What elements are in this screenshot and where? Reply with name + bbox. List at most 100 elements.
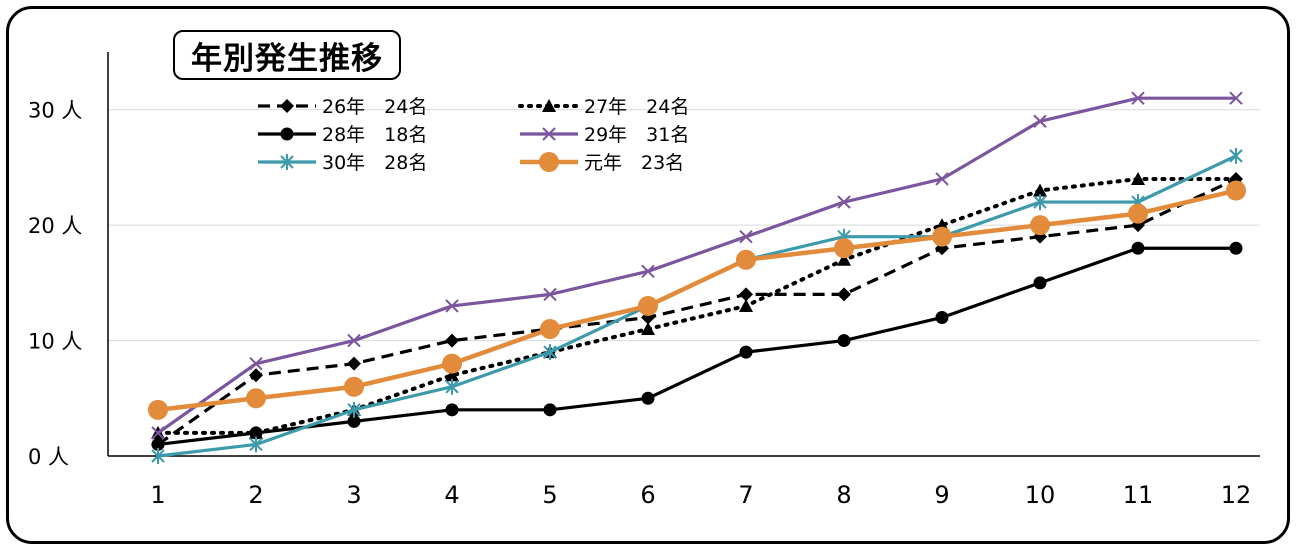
data-point <box>246 388 266 409</box>
data-point <box>543 344 557 361</box>
data-point <box>837 334 851 348</box>
data-point <box>1033 194 1047 211</box>
data-point <box>1033 183 1047 197</box>
series-circle <box>151 241 1243 451</box>
series-lines <box>148 91 1246 464</box>
data-point <box>1131 241 1145 255</box>
x-tick-label: 2 <box>248 481 263 509</box>
gridlines <box>108 109 1260 342</box>
chart-title: 年別発生推移 <box>191 40 383 77</box>
x-tick-label: 5 <box>542 481 557 509</box>
series-line <box>157 188 1237 413</box>
x-tick-label: 3 <box>346 481 361 509</box>
series-bigcircle <box>148 180 1246 420</box>
data-point <box>347 356 361 371</box>
data-point <box>837 287 851 302</box>
data-point <box>442 353 462 374</box>
legend-item: 28年 18名 <box>258 124 427 146</box>
series-line <box>157 177 1237 446</box>
y-tick-label: 0 人 <box>28 445 69 469</box>
data-point <box>1033 276 1047 290</box>
chart-frame <box>6 6 1290 544</box>
data-point <box>151 437 165 451</box>
data-point <box>445 378 459 395</box>
data-point <box>445 403 459 417</box>
data-point <box>344 376 364 397</box>
series-diamond <box>151 171 1243 452</box>
marker-stroke <box>1131 91 1145 105</box>
data-point <box>148 399 168 420</box>
data-point <box>1131 91 1145 105</box>
marker-stroke <box>543 287 557 302</box>
marker-stroke <box>249 356 263 371</box>
marker-stroke <box>445 299 459 313</box>
data-point <box>1229 241 1243 255</box>
data-point <box>347 333 361 348</box>
y-tick-label: 20 人 <box>28 214 82 238</box>
data-point <box>151 426 165 440</box>
x-tick-label: 8 <box>836 481 851 509</box>
data-point <box>932 226 952 247</box>
data-point <box>542 99 556 112</box>
marker-stroke <box>542 127 556 141</box>
data-point <box>1128 203 1148 224</box>
data-point <box>249 356 263 371</box>
series-star <box>151 147 1243 464</box>
series-triangle <box>151 171 1243 439</box>
legend-label: 27年 24名 <box>584 96 689 118</box>
marker-stroke <box>1229 91 1243 105</box>
legend-label: 29年 31名 <box>584 124 689 146</box>
data-point <box>445 368 459 382</box>
data-point <box>834 238 854 259</box>
data-point <box>739 287 753 302</box>
x-tick-label: 1 <box>150 481 165 509</box>
data-point <box>445 333 459 348</box>
x-tick-label: 10 <box>1025 481 1056 509</box>
data-point <box>736 249 756 270</box>
data-point <box>539 152 559 172</box>
data-point <box>1033 114 1047 128</box>
data-point <box>1131 171 1145 185</box>
legend-item: 26年 24名 <box>258 96 427 118</box>
data-point <box>347 414 361 428</box>
data-point <box>1226 180 1246 201</box>
series-line <box>157 246 1236 447</box>
legend-label: 28年 18名 <box>322 124 427 146</box>
data-point <box>249 368 263 383</box>
legend: 26年 24名 27年 24名 28年 18名 29年 31名 30年 28名 元年 23… <box>258 96 689 174</box>
marker-stroke <box>641 264 655 279</box>
data-point <box>280 127 294 141</box>
marker-stroke <box>151 426 165 440</box>
data-point <box>445 299 459 313</box>
legend-item: 30年 28名 <box>258 152 427 174</box>
legend-label: 30年 28名 <box>322 152 427 174</box>
data-point <box>739 229 753 244</box>
series-line <box>156 176 1238 435</box>
data-point <box>641 322 655 336</box>
data-point <box>641 264 655 279</box>
data-point <box>641 391 655 405</box>
data-point <box>249 436 263 453</box>
x-tick-label: 7 <box>738 481 753 509</box>
data-point <box>280 99 294 113</box>
series-x <box>151 91 1243 440</box>
data-point <box>543 403 557 417</box>
legend-item: 27年 24名 <box>518 96 689 118</box>
series-line <box>157 96 1236 435</box>
data-point <box>543 287 557 302</box>
axes: 0 人10 人20 人30 人1 2 3 4 5 6 7 8 9 10 11 12 <box>28 52 1260 509</box>
x-tick-label: 6 <box>640 481 655 509</box>
x-tick-label: 11 <box>1123 481 1154 509</box>
x-tick-label: 4 <box>444 481 459 509</box>
data-point <box>1229 147 1243 164</box>
y-tick-label: 30 人 <box>28 99 82 123</box>
data-point <box>638 295 658 316</box>
marker-stroke <box>935 172 949 186</box>
y-tick-label: 10 人 <box>28 330 82 354</box>
chart-title-box: 年別発生推移 <box>173 30 401 80</box>
legend-item: 元年 23名 <box>520 152 684 174</box>
series-line <box>157 154 1237 458</box>
data-point <box>151 448 165 464</box>
data-point <box>837 195 851 209</box>
